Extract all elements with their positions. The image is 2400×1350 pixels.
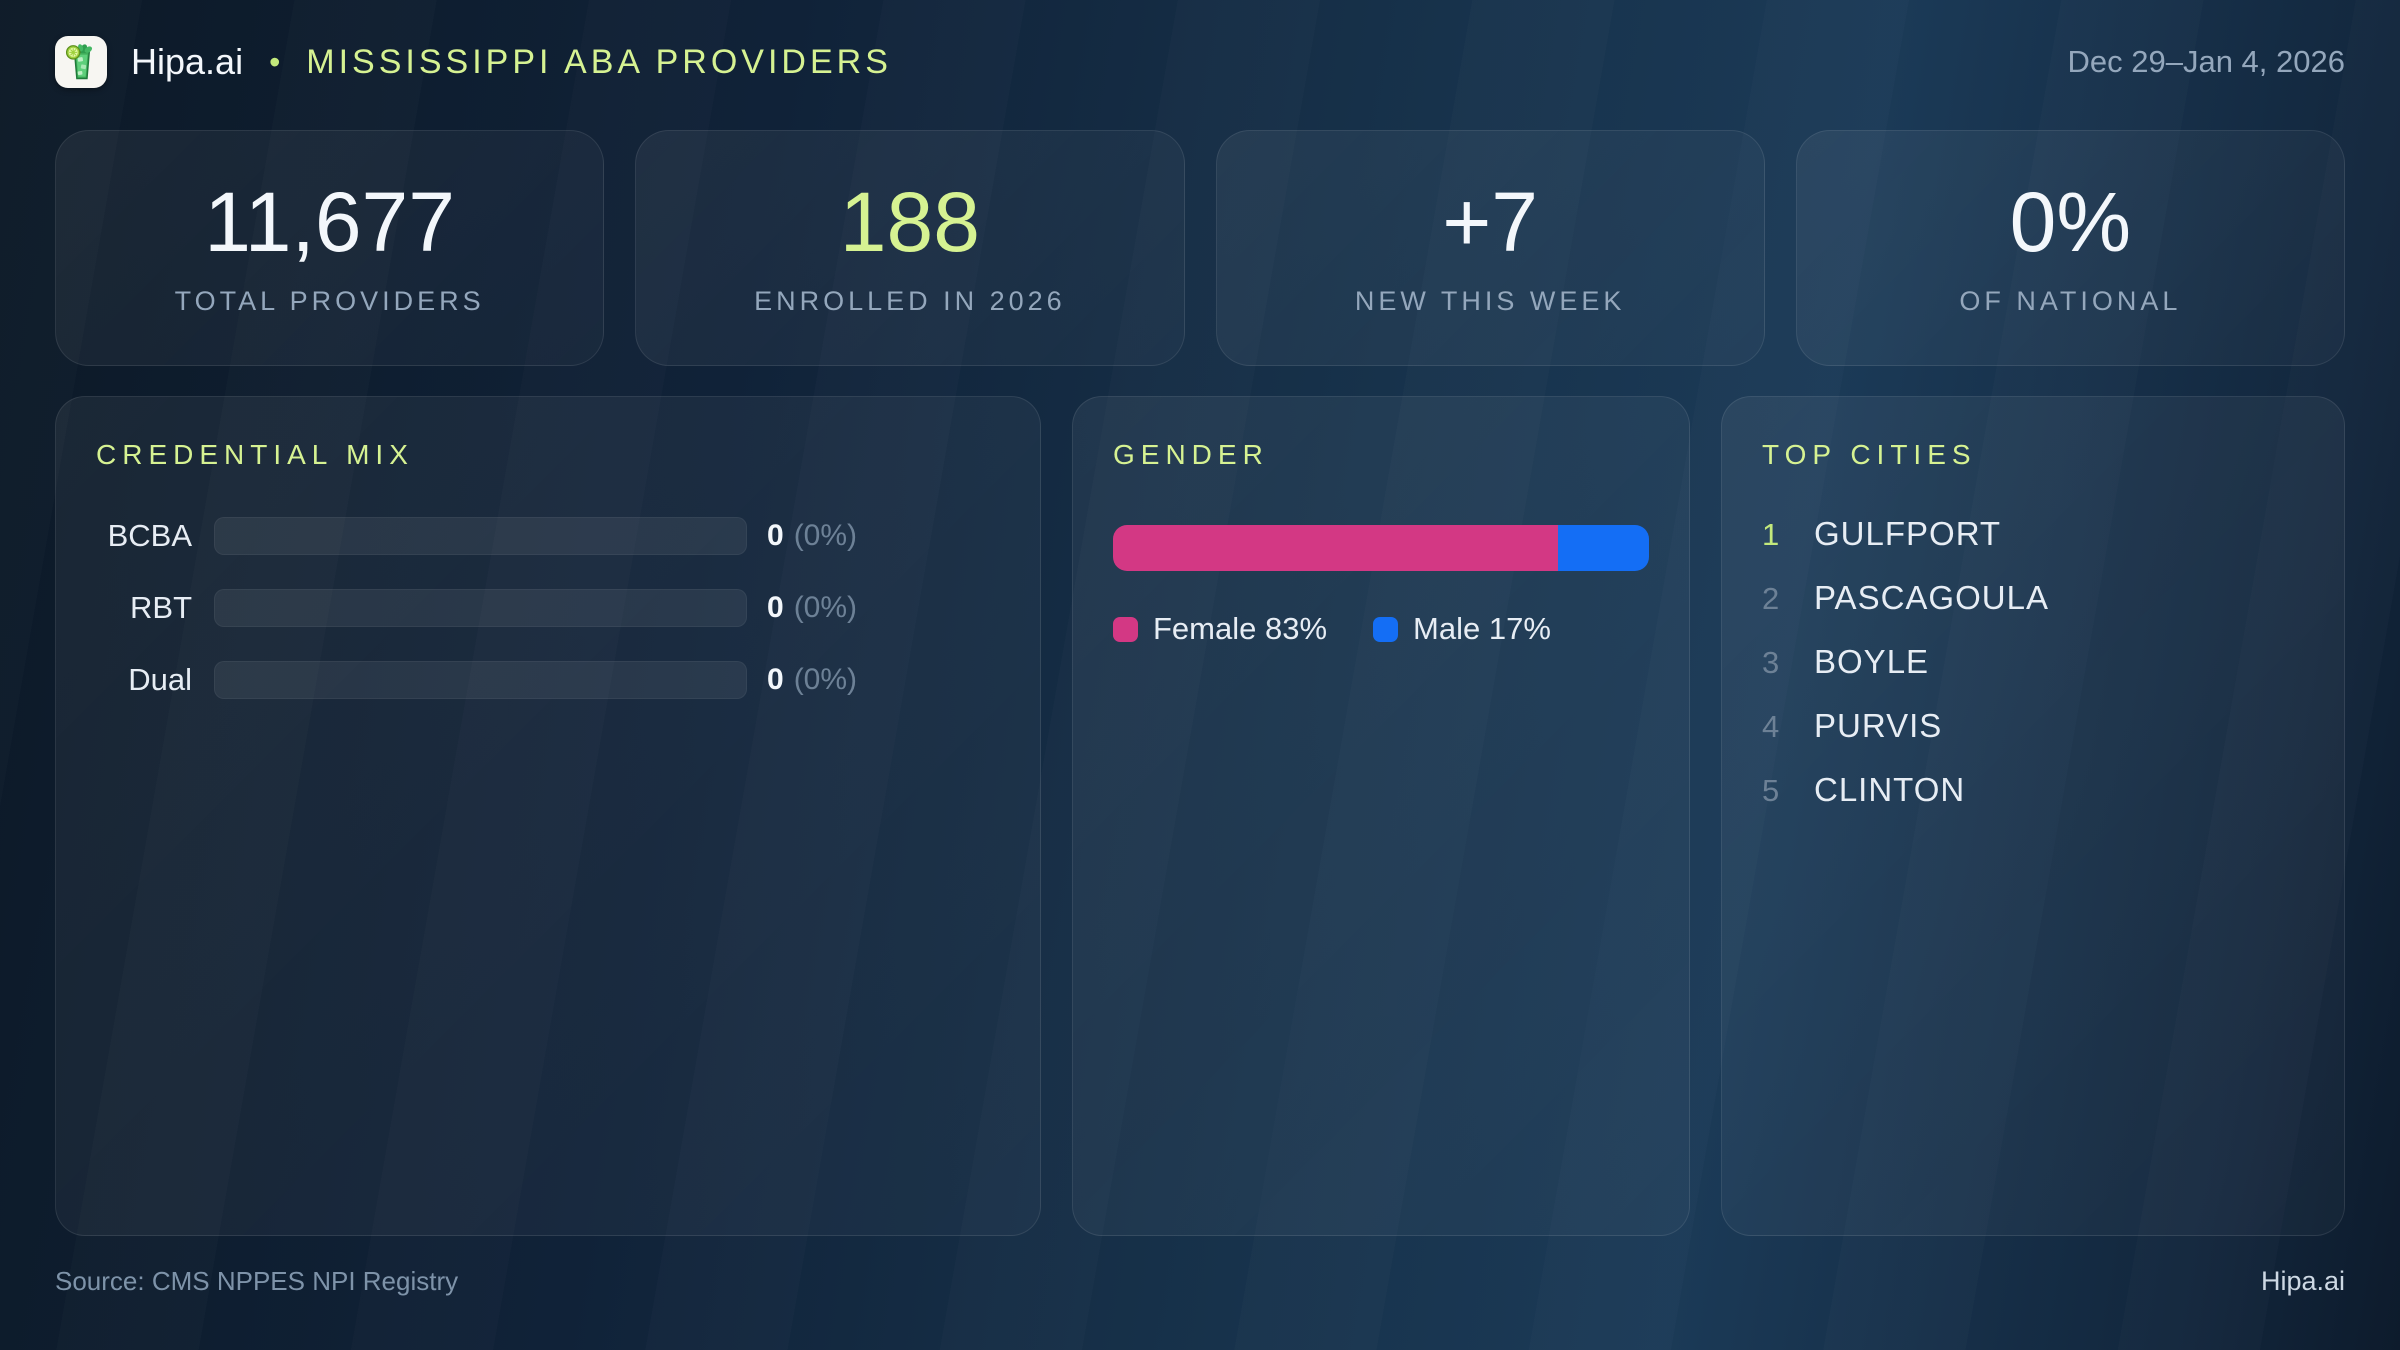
separator-dot-icon: • [269,43,281,80]
credential-mix-title: CREDENTIAL MIX [96,439,414,470]
credential-rows: BCBA 0 (0%) RBT 0 (0%) Dual 0 (0%) [96,517,1000,699]
city-name: PASCAGOULA [1814,579,2049,616]
source-note: Source: CMS NPPES NPI Registry [55,1266,459,1296]
legend-item-male: Male 17% [1373,611,1551,647]
city-rank: 1 [1762,517,1780,552]
stat-card-total-providers: 11,677 TOTAL PROVIDERS [55,130,605,366]
stat-label: TOTAL PROVIDERS [174,285,485,316]
legend-item-female: Female 83% [1113,611,1327,647]
stat-value: 11,677 [204,174,455,269]
gender-bar-female-segment [1113,525,1558,571]
app-logo [55,36,107,88]
stat-label: ENROLLED IN 2026 [754,285,1066,316]
city-rank: 4 [1762,709,1780,744]
footer-brand: Hipa.ai [2260,1266,2345,1296]
gender-panel: GENDER Female 83% Male 17% [1072,396,1690,1236]
brand-name: Hipa.ai [131,41,244,82]
credential-label: BCBA [107,518,192,553]
stat-cards-row: 11,677 TOTAL PROVIDERS 188 ENROLLED IN 2… [55,130,2345,366]
gender-legend: Female 83% Male 17% [1113,611,1649,647]
city-rank: 2 [1762,581,1780,616]
panels-row: CREDENTIAL MIX BCBA 0 (0%) RBT 0 (0%) Dual… [55,396,2345,1236]
city-rank: 3 [1762,645,1780,680]
city-name: GULFPORT [1814,515,2002,552]
credential-percent: (0%) [793,519,858,552]
stat-card-enrolled: 188 ENROLLED IN 2026 [635,130,1185,366]
date-range: Dec 29–Jan 4, 2026 [2067,44,2346,79]
city-row-2: 2 PASCAGOULA [1762,579,2304,616]
gender-title: GENDER [1113,439,1269,470]
credential-bar-track [214,661,747,699]
credential-row-rbt: RBT 0 (0%) [96,589,1000,627]
credential-percent: (0%) [793,663,858,696]
header: Hipa.ai • MISSISSIPPI ABA PROVIDERS Dec … [55,34,2345,90]
city-row-4: 4 PURVIS [1762,707,2304,744]
city-rank: 5 [1762,773,1780,808]
credential-value: 0 (0%) [767,663,857,697]
credential-label: Dual [128,662,192,697]
stat-card-new-this-week: +7 NEW THIS WEEK [1215,130,1765,366]
female-swatch-icon [1113,616,1138,642]
credential-value: 0 (0%) [767,519,857,553]
credential-count: 0 [767,663,784,696]
stat-label: OF NATIONAL [1959,285,2182,316]
stat-value: 188 [839,174,980,269]
stat-value: 0% [2009,174,2132,269]
city-name: CLINTON [1814,771,1966,808]
credential-row-dual: Dual 0 (0%) [96,661,1000,699]
city-row-3: 3 BOYLE [1762,643,2304,680]
female-legend-label: Female 83% [1153,611,1328,646]
top-cities-title: TOP CITIES [1762,439,1977,470]
credential-value: 0 (0%) [767,591,857,625]
city-rows: 1 GULFPORT 2 PASCAGOULA 3 BOYLE 4 PURVIS… [1762,515,2304,808]
credential-percent: (0%) [793,591,858,624]
credential-count: 0 [767,591,784,624]
gender-bar-male-segment [1557,525,1649,571]
credential-bar-track [214,517,747,555]
gender-bar [1113,525,1649,571]
stat-card-of-national: 0% OF NATIONAL [1795,130,2345,366]
city-row-1: 1 GULFPORT [1762,515,2304,552]
mojito-glass-icon [65,44,92,80]
credential-count: 0 [767,519,784,552]
stat-value: +7 [1442,174,1539,269]
male-swatch-icon [1373,616,1399,642]
city-name: BOYLE [1814,643,1930,680]
credential-bar-track [214,589,747,627]
stat-label: NEW THIS WEEK [1354,285,1626,316]
footer: Source: CMS NPPES NPI Registry Hipa.ai [55,1266,2345,1297]
city-name: PURVIS [1814,707,1943,744]
credential-mix-panel: CREDENTIAL MIX BCBA 0 (0%) RBT 0 (0%) Dual… [55,396,1041,1236]
city-row-5: 5 CLINTON [1762,771,2304,808]
male-legend-label: Male 17% [1413,611,1551,646]
credential-label: RBT [130,590,192,625]
page-title: MISSISSIPPI ABA PROVIDERS [306,42,892,81]
credential-row-bcba: BCBA 0 (0%) [96,517,1000,555]
top-cities-panel: TOP CITIES 1 GULFPORT 2 PASCAGOULA 3 BOY… [1721,396,2345,1236]
